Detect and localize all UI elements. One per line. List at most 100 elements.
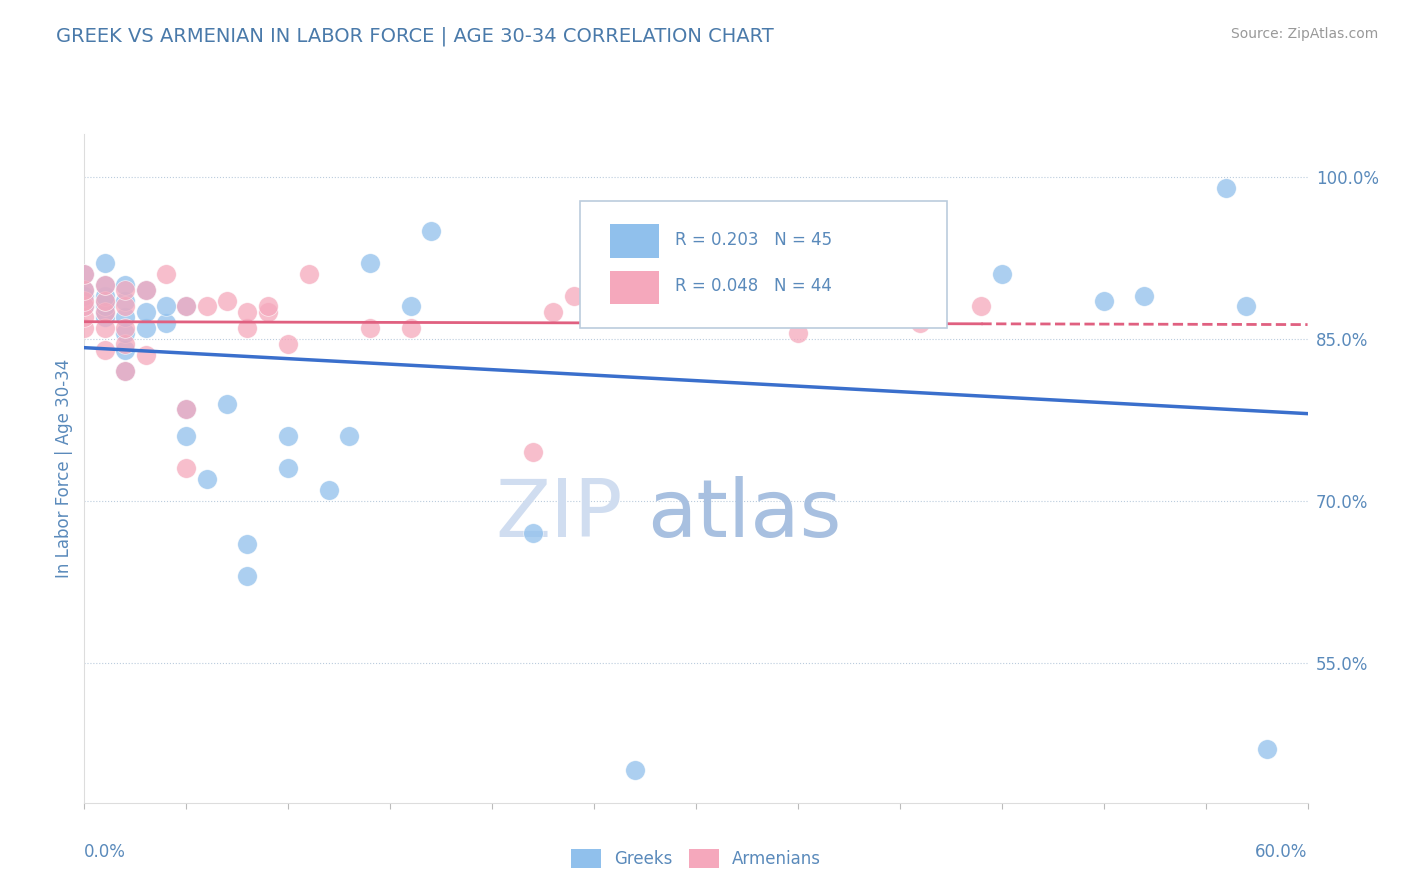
Point (155, 267, 177, 281)
Point (359, 256, 381, 270)
Point (706, 300, 728, 314)
Point (236, 569, 259, 583)
Point (236, 321, 259, 335)
Point (399, 321, 422, 335)
Point (910, 316, 932, 330)
Point (114, 343, 136, 357)
Point (93, 294, 117, 309)
Point (114, 321, 136, 335)
Point (135, 348, 157, 362)
Point (93, 305, 117, 319)
Text: GREEK VS ARMENIAN IN LABOR FORCE | AGE 30-34 CORRELATION CHART: GREEK VS ARMENIAN IN LABOR FORCE | AGE 3… (56, 27, 773, 46)
Point (93, 294, 117, 309)
Point (73, 288, 96, 302)
Point (970, 300, 993, 314)
Point (624, 764, 647, 778)
Point (93, 277, 117, 292)
Point (583, 300, 606, 314)
Point (93, 300, 117, 314)
Point (93, 288, 117, 302)
Point (73, 267, 96, 281)
Point (114, 326, 136, 341)
Point (73, 300, 96, 314)
Point (991, 267, 1014, 281)
Point (543, 305, 565, 319)
Point (73, 283, 96, 297)
Point (318, 483, 340, 497)
Text: 60.0%: 60.0% (1256, 843, 1308, 861)
Point (236, 305, 259, 319)
Text: Source: ZipAtlas.com: Source: ZipAtlas.com (1230, 27, 1378, 41)
Point (73, 310, 96, 325)
Point (135, 283, 157, 297)
Point (277, 429, 299, 443)
Point (848, 310, 870, 325)
Point (114, 277, 136, 292)
Point (114, 364, 136, 378)
Point (195, 472, 218, 486)
Point (236, 537, 259, 551)
Point (93, 256, 117, 270)
Text: R = 0.048   N = 44: R = 0.048 N = 44 (675, 277, 832, 295)
Point (277, 461, 299, 475)
Point (176, 461, 198, 475)
Point (359, 321, 381, 335)
Point (420, 224, 443, 238)
Point (93, 305, 117, 319)
Point (155, 316, 177, 330)
Text: R = 0.203   N = 45: R = 0.203 N = 45 (675, 230, 832, 249)
Point (277, 337, 299, 351)
Point (298, 267, 321, 281)
Point (114, 310, 136, 325)
Y-axis label: In Labor Force | Age 30-34: In Labor Force | Age 30-34 (55, 359, 73, 578)
Point (176, 300, 198, 314)
Point (73, 321, 96, 335)
Point (93, 343, 117, 357)
Point (93, 310, 117, 325)
Point (889, 310, 911, 325)
Point (1215, 180, 1237, 194)
Text: ZIP: ZIP (495, 476, 623, 554)
Point (176, 401, 198, 416)
Point (114, 300, 136, 314)
Point (257, 300, 280, 314)
Point (176, 300, 198, 314)
Point (114, 337, 136, 351)
Point (176, 401, 198, 416)
Point (217, 294, 239, 309)
Point (195, 300, 218, 314)
Point (1092, 294, 1115, 309)
Point (114, 283, 136, 297)
Point (1133, 288, 1156, 302)
Bar (610, 271, 659, 304)
Point (114, 364, 136, 378)
Point (73, 294, 96, 309)
FancyBboxPatch shape (579, 201, 946, 328)
Point (787, 326, 810, 341)
Point (562, 288, 585, 302)
Point (522, 526, 544, 541)
Point (176, 429, 198, 443)
Text: 0.0%: 0.0% (84, 843, 127, 861)
Point (155, 300, 177, 314)
Point (685, 310, 707, 325)
Point (1256, 742, 1278, 756)
Point (399, 300, 422, 314)
Point (114, 294, 136, 309)
Text: atlas: atlas (647, 476, 841, 554)
Point (73, 283, 96, 297)
Point (135, 305, 157, 319)
Point (339, 429, 361, 443)
Point (73, 300, 96, 314)
Point (807, 310, 830, 325)
Point (93, 321, 117, 335)
Legend: Greeks, Armenians: Greeks, Armenians (564, 842, 828, 875)
Point (217, 396, 239, 410)
Point (135, 321, 157, 335)
Point (73, 267, 96, 281)
Point (1236, 300, 1258, 314)
Point (644, 300, 666, 314)
Point (93, 277, 117, 292)
Point (135, 283, 157, 297)
Point (522, 445, 544, 459)
